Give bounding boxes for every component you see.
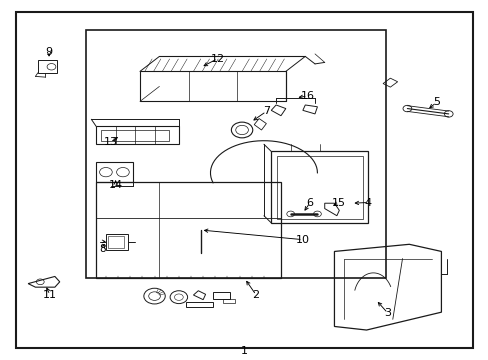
Bar bbox=[222, 298, 234, 303]
Text: 12: 12 bbox=[210, 54, 224, 64]
Text: 13: 13 bbox=[103, 137, 118, 147]
Bar bbox=[96, 162, 132, 182]
Bar bbox=[101, 130, 169, 141]
Bar bbox=[108, 236, 124, 248]
Text: 11: 11 bbox=[43, 290, 57, 300]
Text: 1: 1 bbox=[241, 346, 247, 356]
Bar bbox=[186, 302, 212, 307]
Text: 2: 2 bbox=[252, 290, 259, 300]
Text: 5: 5 bbox=[432, 98, 439, 108]
Text: 6: 6 bbox=[306, 198, 313, 207]
Text: 4: 4 bbox=[364, 198, 371, 207]
Text: 10: 10 bbox=[295, 235, 309, 245]
Text: 8: 8 bbox=[99, 244, 105, 253]
Bar bbox=[140, 71, 285, 102]
Bar bbox=[277, 156, 362, 219]
Text: 15: 15 bbox=[332, 198, 346, 207]
Bar bbox=[96, 182, 281, 278]
Text: 3: 3 bbox=[384, 308, 390, 318]
Bar bbox=[106, 234, 127, 249]
Text: 14: 14 bbox=[108, 180, 122, 190]
Bar bbox=[212, 292, 229, 298]
Text: 9: 9 bbox=[45, 48, 53, 58]
Text: 16: 16 bbox=[300, 91, 314, 101]
Text: 7: 7 bbox=[262, 107, 269, 116]
Bar bbox=[96, 126, 179, 144]
Bar bbox=[271, 152, 368, 223]
Bar bbox=[38, 60, 57, 73]
Bar bbox=[86, 30, 385, 278]
